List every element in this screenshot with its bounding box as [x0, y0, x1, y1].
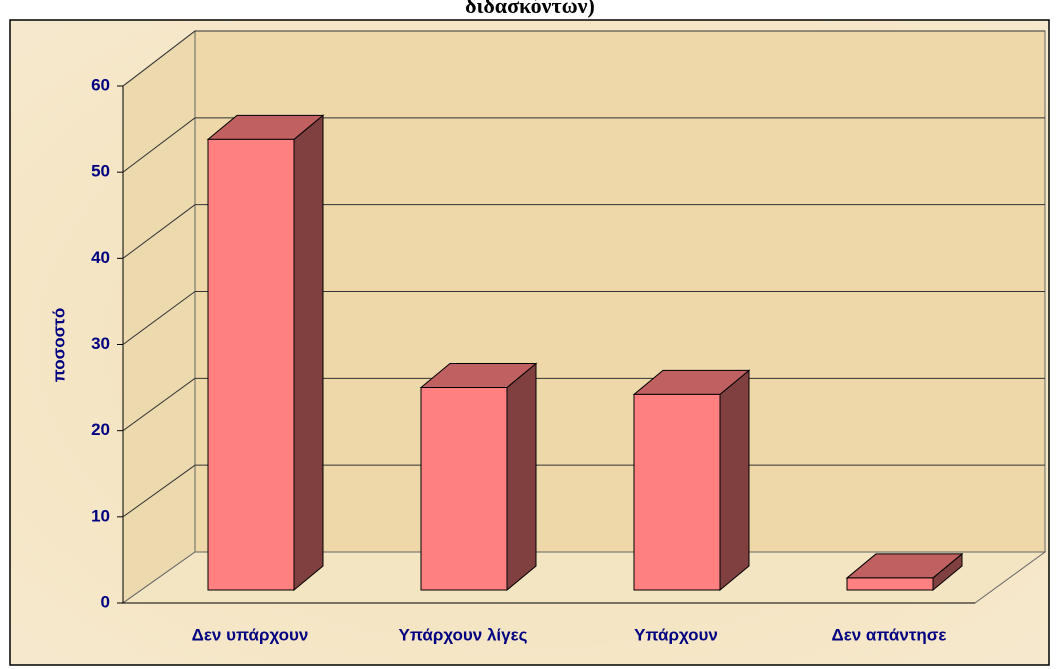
y-tick-label: 40: [91, 248, 110, 267]
y-tick-label: 50: [91, 162, 110, 181]
grid-line: [122, 291, 196, 345]
x-tick-label: Υπάρχουν λίγες: [398, 625, 527, 644]
side-wall: [122, 29, 196, 604]
y-tick-label: 0: [101, 592, 110, 611]
y-axis-label: ποσοστό: [49, 308, 68, 383]
grid-line: [122, 377, 196, 432]
y-tick-label: 30: [91, 334, 110, 353]
bar-side: [719, 369, 750, 592]
bar-side: [506, 362, 537, 592]
x-tick-label: Δεν υπάρχουν: [192, 625, 309, 644]
bar: [207, 138, 295, 591]
grid-line: [122, 204, 196, 259]
bar: [846, 577, 934, 591]
x-tick-label: Υπάρχουν: [634, 625, 718, 644]
y-tick-label: 60: [91, 75, 110, 94]
chart-title: διδασκόντων): [465, 0, 595, 18]
bar: [633, 393, 721, 591]
grid-line: [122, 464, 196, 518]
x-tick-label: Δεν απάντησε: [831, 625, 946, 644]
grid-line: [122, 117, 196, 173]
grid-line: [122, 30, 196, 87]
y-tick-label: 20: [91, 420, 110, 439]
bar-side: [293, 114, 324, 592]
y-tick-label: 10: [91, 506, 110, 525]
bar: [420, 387, 508, 591]
